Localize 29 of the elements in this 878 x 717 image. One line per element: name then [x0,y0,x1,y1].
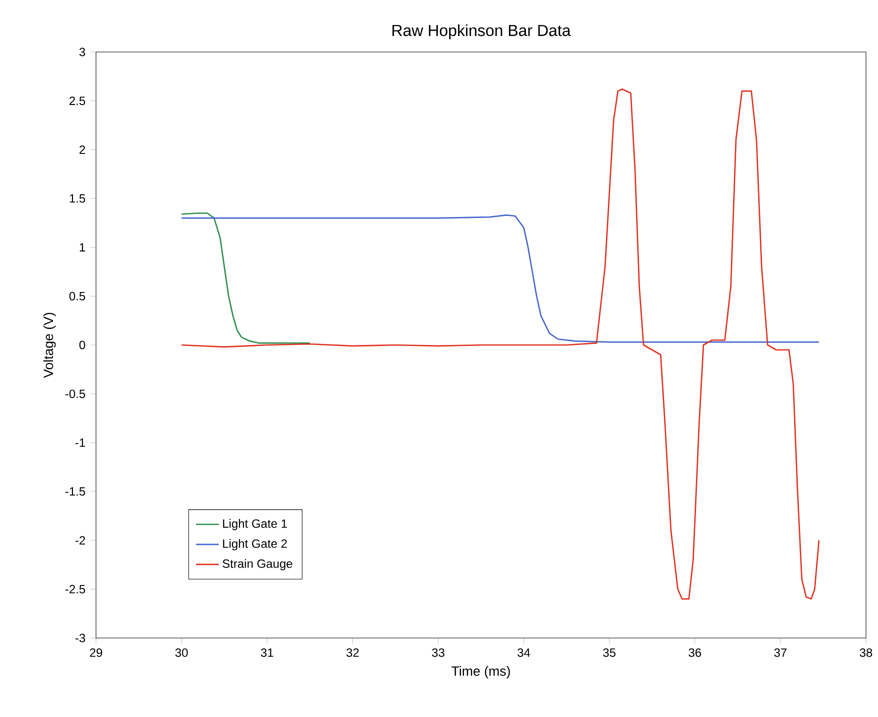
y-axis-title: Voltage (V) [43,312,56,378]
y-tick-label: -3 [75,634,86,642]
y-tick-label: -2 [75,536,85,545]
y-tick-label: 2 [80,145,85,154]
legend-label: Strain Gauge [222,559,292,570]
x-tick-label: 32 [346,648,359,657]
y-tick-label: 1.5 [70,194,86,203]
x-tick-label: 35 [603,648,616,657]
x-tick-label: 29 [90,648,102,657]
y-tick-label: 2.5 [70,96,86,106]
x-tick-label: 38 [860,648,872,657]
chart-title: Raw Hopkinson Bar Data [392,24,571,40]
y-tick-label: 0.5 [69,292,86,300]
x-tick-label: 31 [260,648,274,657]
y-tick-label: 0 [79,340,86,350]
x-tick-label: 30 [175,648,188,657]
y-tick-label: 1 [80,243,86,252]
y-tick-label: 3 [79,48,86,56]
y-tick-label: -1.5 [65,487,86,496]
y-tick-label: -0.5 [65,390,86,398]
x-tick-label: 34 [518,648,530,657]
x-tick-label: 33 [432,648,444,657]
x-axis-title: Time (ms) [452,666,510,678]
x-tick-label: 36 [688,648,702,657]
y-tick-label: -1 [75,438,86,447]
legend-label: Light Gate 2 [223,539,287,550]
y-tick-label: -2.5 [65,584,86,594]
x-tick-label: 37 [774,648,787,657]
legend-label: Light Gate 1 [223,519,287,530]
